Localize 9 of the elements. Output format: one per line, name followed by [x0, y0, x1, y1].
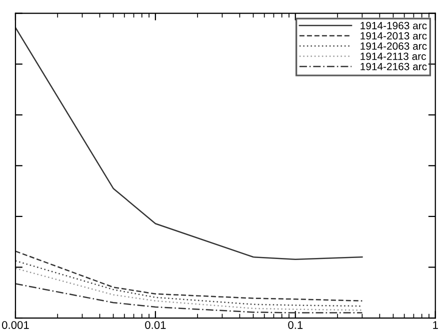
- text: 1914-2063 arc: [360, 42, 427, 50]
- text: 1914-2163 arc: [360, 62, 427, 70]
- text: 1914-2113 arc: [360, 52, 426, 60]
- x-tick-label: 0.001: [2, 321, 29, 329]
- text: 1914-2013 arc: [360, 32, 427, 40]
- x-tick-label: 0.1: [288, 321, 303, 329]
- x-tick-label: 0.01: [145, 321, 166, 329]
- text: 1914-1963 arc: [360, 22, 427, 30]
- x-tick-label: 1: [433, 321, 438, 329]
